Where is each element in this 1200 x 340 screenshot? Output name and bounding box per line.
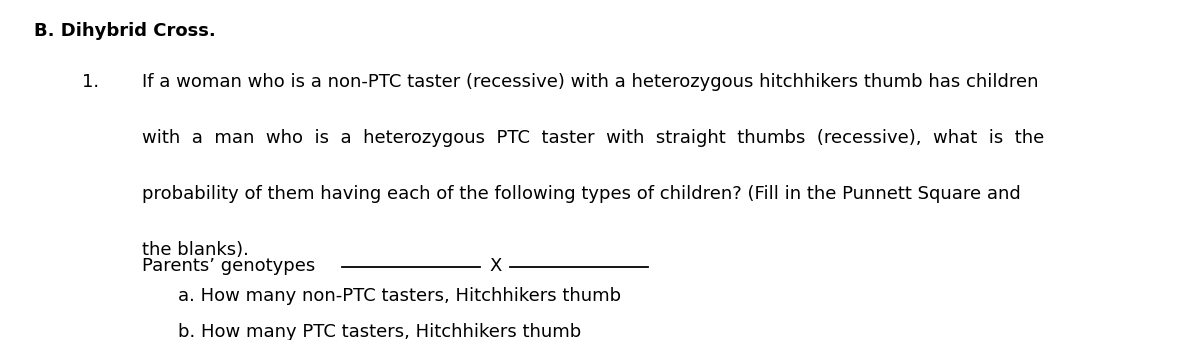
Text: B. Dihybrid Cross.: B. Dihybrid Cross.	[34, 22, 215, 40]
Text: Parents’ genotypes: Parents’ genotypes	[142, 257, 314, 275]
Text: 1.: 1.	[82, 73, 98, 91]
Text: with  a  man  who  is  a  heterozygous  PTC  taster  with  straight  thumbs  (re: with a man who is a heterozygous PTC tas…	[142, 129, 1044, 147]
Text: probability of them having each of the following types of children? (Fill in the: probability of them having each of the f…	[142, 185, 1020, 203]
Text: the blanks).: the blanks).	[142, 241, 248, 259]
Text: a. How many non-PTC tasters, Hitchhikers thumb: a. How many non-PTC tasters, Hitchhikers…	[178, 287, 620, 305]
Text: X: X	[490, 257, 502, 275]
Text: b. How many PTC tasters, Hitchhikers thumb: b. How many PTC tasters, Hitchhikers thu…	[178, 323, 581, 340]
Text: If a woman who is a non-PTC taster (recessive) with a heterozygous hitchhikers t: If a woman who is a non-PTC taster (rece…	[142, 73, 1038, 91]
